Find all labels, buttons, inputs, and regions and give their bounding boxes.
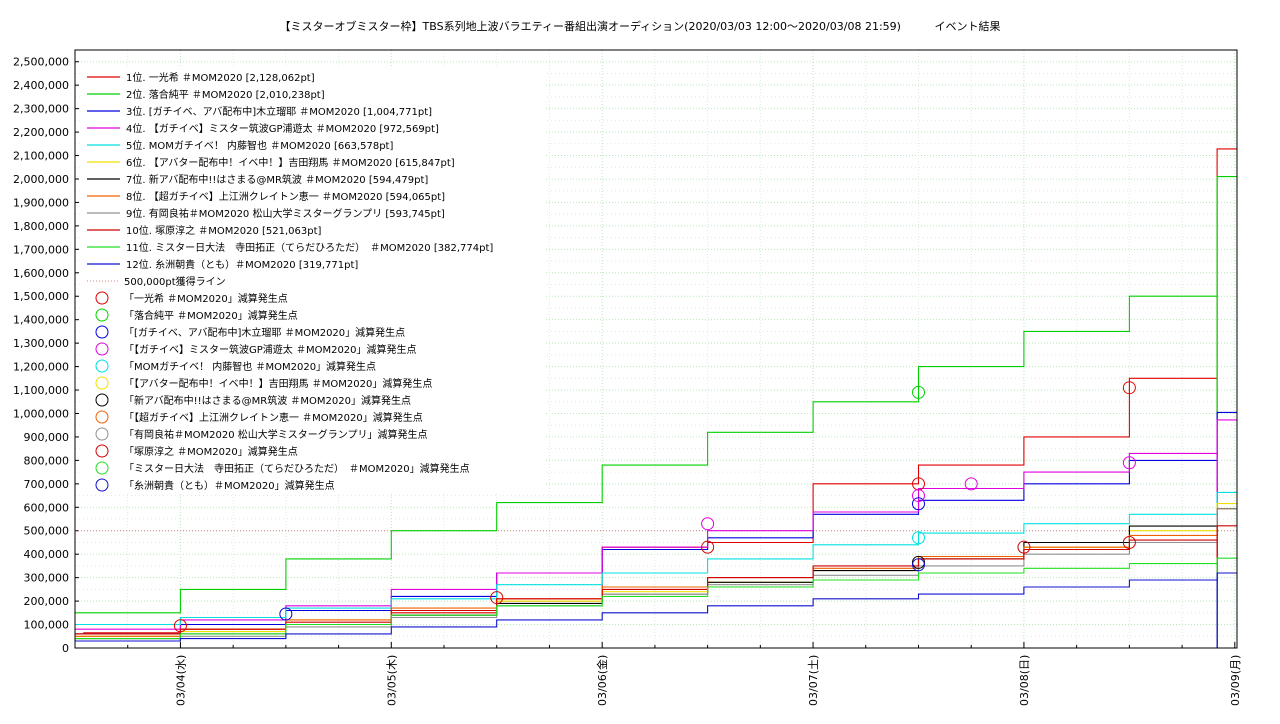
y-tick-label: 2,200,000: [13, 126, 69, 139]
legend-penalty-swatch-5: [95, 359, 109, 373]
chart-title-text: 【ミスターオブミスター枠】TBS系列地上波バラエティー番組出演オーディション(2…: [279, 20, 901, 33]
x-tick-label: 03/05(木): [385, 655, 398, 706]
legend-penalty-swatch-6: [95, 376, 109, 390]
legend-label-4: 4位. 【ガチイベ】ミスター筑波GP浦遊太 ＃MOM2020 [972,569p…: [126, 122, 439, 135]
series-line-8: [75, 508, 1237, 648]
legend-penalty-swatch-8: [95, 410, 109, 424]
x-tick-label: 03/09(月): [1229, 655, 1242, 706]
legend-label-1: 1位. 一光希 ＃MOM2020 [2,128,062pt]: [126, 71, 315, 84]
penalty-marker-1: [490, 591, 504, 605]
y-tick-label: 800,000: [24, 454, 70, 467]
legend-penalty-swatch-12: [95, 478, 109, 492]
legend-penalty-swatch-4: [95, 342, 109, 356]
legend-label-6: 6位. 【アバター配布中！イベ中！】吉田翔馬 ＃MOM2020 [615,847…: [126, 156, 455, 169]
legend-penalty-label-3: 「[ガチイベ、アバ配布中]木立瑠耶 ＃MOM2020」減算発生点: [124, 326, 405, 339]
y-tick-label: 2,000,000: [13, 173, 69, 186]
legend-label-8: 8位. 【超ガチイベ】上江洲クレイトン恵一 ＃MOM2020 [594,065p…: [126, 190, 445, 203]
legend-penalty-swatch-1: [95, 291, 109, 305]
y-tick-label: 1,500,000: [13, 290, 69, 303]
y-tick-label: 1,200,000: [13, 361, 69, 374]
legend-background: [80, 66, 545, 492]
y-tick-label: 2,400,000: [13, 79, 69, 92]
x-tick-label: 03/04(水): [174, 655, 187, 706]
y-tick-label: 900,000: [24, 431, 70, 444]
penalty-marker-10: [701, 540, 715, 554]
y-tick-label: 2,500,000: [13, 56, 69, 69]
y-tick-label: 600,000: [24, 501, 70, 514]
legend-penalty-swatch-10: [95, 444, 109, 458]
legend-penalty-label-5: 「MOMガチイベ！ 内藤智也 ＃MOM2020」減算発生点: [124, 360, 376, 373]
y-tick-label: 1,700,000: [13, 243, 69, 256]
legend-label-11: 11位. ミスター日大法 寺田拓正（てらだひろただ） ＃MOM2020 [382…: [126, 241, 493, 254]
legend-label-threshold: 500,000pt獲得ライン: [124, 275, 226, 288]
y-tick-label: 400,000: [24, 548, 70, 561]
series-line-11: [75, 557, 1237, 648]
penalty-marker-4: [701, 517, 715, 531]
legend-penalty-label-2: 「落合純平 ＃MOM2020」減算発生点: [124, 309, 298, 322]
legend-penalty-swatch-2: [95, 308, 109, 322]
legend-penalty-label-12: 「糸洲朝貴（とも）＃MOM2020」減算発生点: [124, 479, 335, 492]
penalty-marker-4: [964, 477, 978, 491]
legend-penalty-swatch-11: [95, 461, 109, 475]
x-tick-label: 03/06(金): [595, 655, 609, 706]
y-tick-label: 200,000: [24, 595, 70, 608]
legend-label-10: 10位. 塚原淳之 ＃MOM2020 [521,063pt]: [126, 224, 322, 237]
legend-penalty-swatch-9: [95, 427, 109, 441]
plot-frame: [74, 49, 1238, 649]
penalty-marker-10: [1017, 540, 1031, 554]
y-tick-label: 100,000: [24, 619, 70, 632]
y-tick-label: 300,000: [24, 572, 70, 585]
legend-label-9: 9位. 有岡良祐＃MOM2020 松山大学ミスターグランプリ [593,745p…: [126, 207, 445, 220]
penalty-marker-4: [911, 489, 925, 503]
x-tick-label: 03/08(日): [1018, 655, 1031, 706]
penalty-marker-12: [911, 558, 925, 572]
y-tick-label: 700,000: [24, 478, 70, 491]
legend-penalty-label-7: 「新アバ配布中!!はさまる@MR筑波 ＃MOM2020」減算発生点: [124, 394, 411, 407]
y-tick-label: 2,100,000: [13, 150, 69, 163]
penalty-marker-1: [173, 619, 187, 633]
penalty-marker-3: [911, 497, 925, 511]
legend-penalty-label-4: 「【ガチイベ】ミスター筑波GP浦遊太 ＃MOM2020」減算発生点: [124, 343, 417, 356]
penalty-marker-2: [911, 385, 925, 399]
legend-label-12: 12位. 糸洲朝貴（とも）＃MOM2020 [319,771pt]: [126, 258, 358, 271]
penalty-marker-3: [279, 607, 293, 621]
chart-title: 【ミスターオブミスター枠】TBS系列地上波バラエティー番組出演オーディション(2…: [0, 18, 1280, 34]
series-line-7: [75, 508, 1237, 648]
legend-penalty-label-9: 「有岡良祐＃MOM2020 松山大学ミスターグランプリ」減算発生点: [124, 428, 427, 441]
legend-penalty-label-11: 「ミスター日大法 寺田拓正（てらだひろただ） ＃MOM2020」減算発生点: [124, 462, 470, 475]
y-tick-label: 1,900,000: [13, 196, 69, 209]
penalty-marker-1: [1122, 381, 1136, 395]
y-tick-label: 2,300,000: [13, 103, 69, 116]
y-tick-label: 1,000,000: [13, 407, 69, 420]
legend-penalty-label-8: 「【超ガチイベ】上江洲クレイトン恵一 ＃MOM2020」減算発生点: [124, 411, 423, 424]
penalty-marker-5: [911, 531, 925, 545]
legend-penalty-label-1: 「一光希 ＃MOM2020」減算発生点: [124, 292, 288, 305]
legend-label-2: 2位. 落合純平 ＃MOM2020 [2,010,238pt]: [126, 88, 325, 101]
penalty-marker-10: [1122, 535, 1136, 549]
x-tick-label: 03/07(土): [807, 655, 820, 706]
legend: 1位. 一光希 ＃MOM2020 [2,128,062pt] 2位. 落合純平 ＃…: [80, 66, 545, 492]
legend-label-7: 7位. 新アバ配布中!!はさまる@MR筑波 ＃MOM2020 [594,479p…: [126, 173, 428, 186]
y-tick-label: 500,000: [24, 525, 70, 538]
legend-penalty-swatch-7: [95, 393, 109, 407]
y-tick-label: 0: [62, 642, 69, 655]
legend-label-3: 3位. [ガチイベ、アバ配布中]木立瑠耶 ＃MOM2020 [1,004,771…: [126, 105, 432, 118]
y-tick-label: 1,400,000: [13, 314, 69, 327]
series-line-9: [75, 508, 1237, 648]
y-tick-label: 1,100,000: [13, 384, 69, 397]
y-tick-label: 1,600,000: [13, 267, 69, 280]
penalty-marker-4: [1122, 456, 1136, 470]
legend-label-5: 5位. MOMガチイベ！ 内藤智也 ＃MOM2020 [663,578pt]: [126, 139, 393, 152]
legend-penalty-label-10: 「塚原淳之 ＃MOM2020」減算発生点: [124, 445, 298, 458]
legend-penalty-label-6: 「【アバター配布中！イベ中！】吉田翔馬 ＃MOM2020」減算発生点: [124, 377, 432, 390]
series-line-12: [75, 572, 1237, 648]
y-tick-label: 1,300,000: [13, 337, 69, 350]
y-tick-label: 1,800,000: [13, 220, 69, 233]
chart-subtitle-text: イベント結果: [934, 20, 1001, 33]
series-line-6: [75, 503, 1237, 648]
legend-penalty-swatch-3: [95, 325, 109, 339]
